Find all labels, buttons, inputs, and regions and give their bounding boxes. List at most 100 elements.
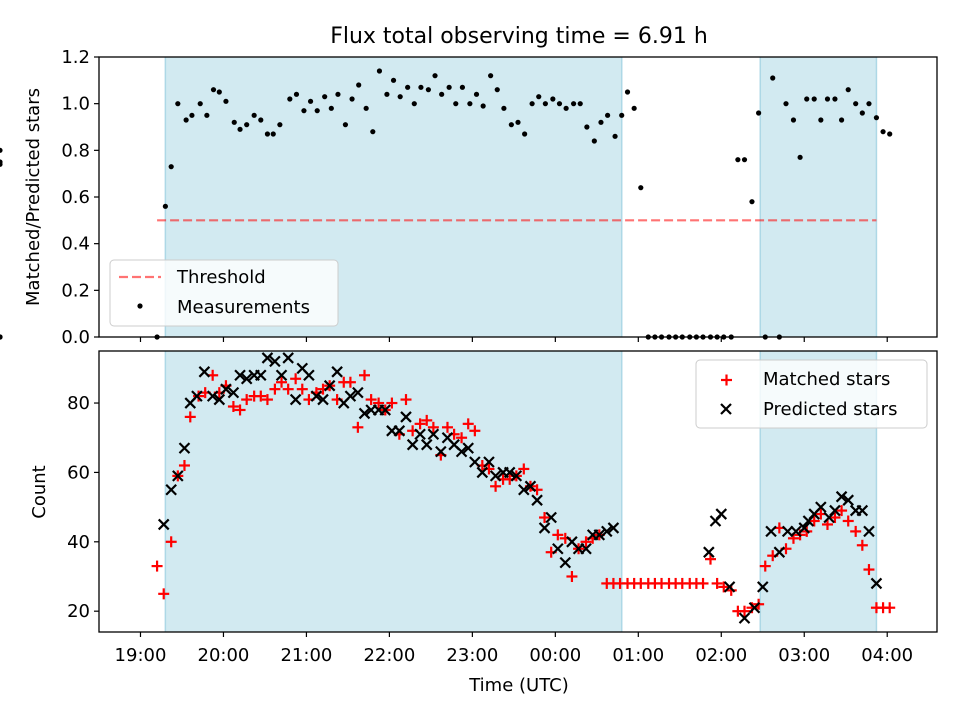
measurement-point: [384, 91, 390, 97]
x-tick-label: 20:00: [198, 645, 250, 666]
measurement-point: [411, 101, 417, 107]
measurement-point: [619, 112, 625, 118]
measurement-point: [811, 96, 817, 102]
bottom-y-axis-label: Count: [29, 465, 50, 518]
matched-star-point: [821, 518, 833, 530]
chart-title: Flux total observing time = 6.91 h: [330, 24, 708, 49]
matched-star-point: [856, 539, 868, 551]
predicted-star-point: [545, 511, 557, 524]
measurement-point: [536, 94, 542, 100]
matched-star-point: [759, 560, 771, 572]
predicted-star-point: [255, 369, 267, 382]
measurement-point: [418, 84, 424, 90]
predicted-star-point: [531, 494, 543, 506]
predicted-star-point: [435, 445, 447, 458]
matched-star-point: [227, 401, 239, 413]
predicted-star-point: [352, 386, 364, 399]
x-tick-label: 02:00: [695, 645, 747, 666]
matched-star-point: [829, 512, 841, 524]
predicted-star-point: [538, 522, 551, 534]
measurement-point: [570, 101, 577, 107]
measurement-point: [356, 82, 362, 88]
matched-star-point: [441, 421, 453, 433]
measurement-point: [508, 122, 514, 128]
matched-star-point: [490, 480, 502, 492]
measurement-point: [853, 101, 859, 107]
predicted-star-point: [310, 390, 323, 402]
measurement-point: [301, 108, 307, 114]
predicted-star-point: [469, 456, 481, 468]
matched-star-point: [518, 463, 530, 475]
measurement-point: [638, 185, 644, 191]
matched-star-point: [850, 525, 862, 537]
matched-star-point: [151, 560, 163, 572]
measurement-point: [277, 122, 283, 128]
measurement-point: [270, 131, 276, 137]
measurement-point: [370, 129, 376, 135]
measurement-point: [322, 94, 328, 100]
predicted-star-point: [593, 529, 606, 541]
matched-star-point: [863, 564, 875, 576]
bottom-series-predicted-stars: [157, 352, 883, 624]
measurement-point: [376, 68, 383, 74]
predicted-star-point: [240, 372, 253, 385]
measurement-point: [501, 105, 507, 111]
measurement-point: [797, 154, 803, 160]
matched-star-point: [165, 536, 177, 548]
predicted-star-point: [213, 393, 226, 406]
x-axis-label: Time (UTC): [468, 675, 569, 696]
measurement-point: [824, 96, 831, 102]
predicted-star-point: [227, 386, 240, 399]
legend-matched-label: Matched stars: [763, 369, 890, 390]
matched-star-point: [427, 421, 439, 433]
matched-star-point: [462, 418, 474, 430]
top-y-tick-label: 0.6: [61, 187, 90, 208]
matched-star-point: [359, 369, 371, 381]
measurement-point: [363, 105, 369, 111]
predicted-star-point: [234, 369, 246, 382]
predicted-star-point: [835, 490, 848, 503]
measurement-point: [887, 131, 893, 137]
x-tick-label: 00:00: [529, 645, 581, 666]
measurement-point: [314, 108, 320, 114]
matched-star-point: [566, 570, 578, 582]
matched-star-point: [836, 505, 848, 517]
predicted-star-point: [303, 369, 315, 382]
matched-star-point: [697, 577, 709, 589]
measurement-point: [189, 112, 195, 118]
measurement-point: [735, 157, 741, 163]
matched-star-point: [400, 394, 412, 406]
bottom-axes-frame: [98, 350, 938, 633]
predicted-star-point: [420, 438, 433, 451]
measurement-point: [251, 112, 257, 118]
measurement-point: [598, 119, 604, 125]
measurement-point: [818, 117, 824, 123]
measurement-point: [244, 122, 250, 128]
predicted-star-point: [552, 542, 564, 555]
matched-star-point: [884, 602, 896, 614]
predicted-star-point: [483, 456, 495, 468]
measurement-point: [741, 157, 748, 163]
matched-star-point: [421, 414, 433, 426]
matched-star-point: [386, 397, 398, 409]
measurement-point: [0, 159, 3, 165]
predicted-star-point: [738, 612, 751, 624]
measurement-point: [480, 103, 486, 109]
measurement-point: [0, 334, 3, 340]
predicted-star-point: [703, 546, 715, 558]
predicted-star-point: [275, 369, 288, 382]
predicted-star-point: [607, 522, 620, 534]
predicted-star-point: [856, 504, 869, 517]
measurement-point: [556, 101, 563, 107]
measurement-point: [605, 112, 611, 118]
predicted-star-point: [157, 518, 170, 531]
measurement-point: [293, 91, 300, 97]
measurement-point: [804, 96, 810, 102]
measurement-point: [287, 96, 293, 102]
top-series-measurements: [0, 68, 893, 340]
x-tick-label: 21:00: [280, 645, 332, 666]
measurement-point: [624, 89, 631, 95]
measurement-point: [439, 91, 445, 97]
measurement-point: [175, 101, 181, 107]
matched-star-point: [282, 383, 294, 395]
